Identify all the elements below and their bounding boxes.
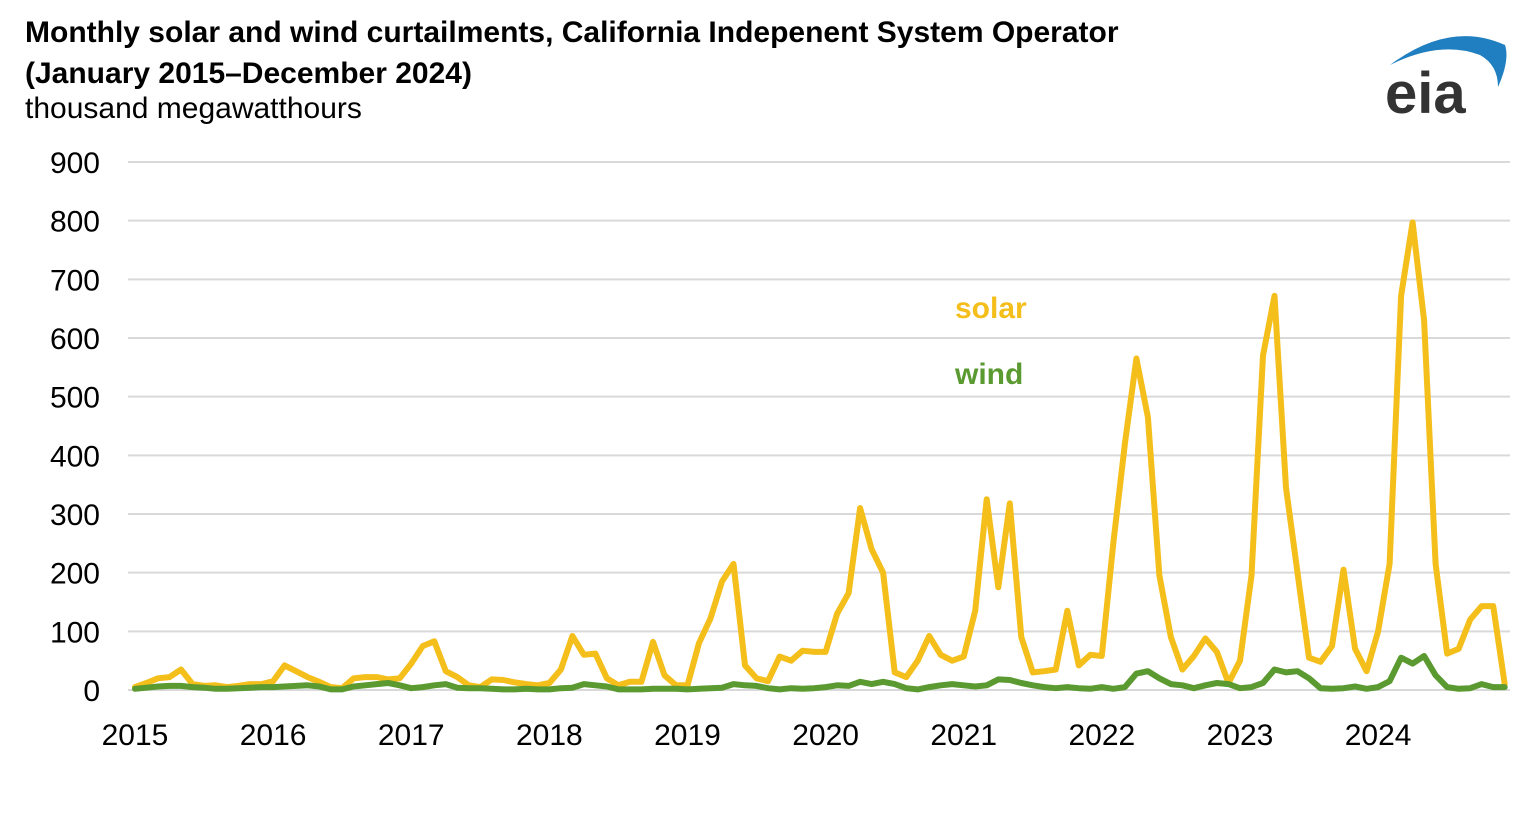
x-tick-label: 2024	[1345, 719, 1412, 752]
x-tick-label: 2019	[654, 719, 721, 752]
chart-title-line1: Monthly solar and wind curtailments, Cal…	[25, 16, 1119, 49]
chart-title: Monthly solar and wind curtailments, Cal…	[25, 12, 1119, 94]
y-tick-label: 800	[50, 206, 100, 239]
logo-swoosh-icon	[1390, 36, 1507, 87]
y-tick-label: 300	[50, 499, 100, 532]
y-tick-label: 500	[50, 382, 100, 415]
series-line-wind	[132, 653, 1508, 693]
x-tick-label: 2017	[378, 719, 445, 752]
y-tick-label: 200	[50, 558, 100, 591]
x-tick-label: 2015	[102, 719, 169, 752]
y-tick-label: 100	[50, 616, 100, 649]
x-tick-label: 2020	[792, 719, 859, 752]
x-tick-label: 2016	[240, 719, 307, 752]
y-tick-label: 400	[50, 440, 100, 473]
y-tick-label: 900	[50, 147, 100, 180]
series-label-solar: solar	[955, 292, 1027, 325]
series-line-solar	[132, 219, 1508, 692]
y-tick-label: 700	[50, 264, 100, 297]
series-label-wind: wind	[954, 358, 1023, 391]
logo-text: eia	[1385, 61, 1466, 120]
x-tick-label: 2018	[516, 719, 583, 752]
eia-logo: eia	[1385, 36, 1507, 120]
chart-title-line2: (January 2015–December 2024)	[25, 57, 472, 90]
x-tick-label: 2022	[1068, 719, 1135, 752]
units-label: thousand megawatthours	[25, 92, 362, 125]
y-tick-label: 0	[83, 675, 100, 708]
x-tick-label: 2021	[930, 719, 997, 752]
y-tick-label: 600	[50, 323, 100, 356]
x-tick-label: 2023	[1207, 719, 1274, 752]
